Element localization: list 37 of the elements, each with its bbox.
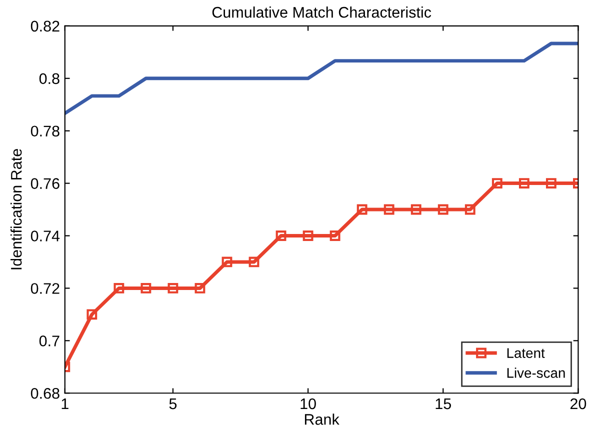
- point: [384, 204, 394, 215]
- point: [302, 230, 314, 241]
- legend-label: Live-scan: [507, 368, 565, 378]
- point: [438, 204, 448, 215]
- y-tick-label: 0.74: [30, 230, 60, 242]
- y-axis-title: Identification Rate: [10, 149, 22, 270]
- point: [546, 178, 556, 189]
- line-series: [64, 42, 578, 115]
- y-tick-label: 0.68: [30, 388, 60, 399]
- chart-title: Cumulative Match Characteristic: [212, 6, 432, 18]
- point: [168, 282, 178, 294]
- point: [330, 230, 340, 241]
- y-tick-label: 0.82: [30, 20, 60, 32]
- x-tick-label: 10: [300, 398, 316, 410]
- x-tick-label: 15: [436, 398, 451, 410]
- x-axis-title: Rank: [304, 414, 340, 425]
- y-tick-label: 0.72: [30, 283, 60, 294]
- y-tick-label: 0.8: [39, 73, 60, 84]
- point: [410, 204, 422, 215]
- point: [114, 282, 124, 294]
- point: [492, 178, 502, 189]
- y-tick-label: 0.7: [39, 336, 60, 346]
- x-tick-label: 20: [570, 398, 586, 410]
- point: [518, 178, 530, 189]
- legend-label: Latent: [507, 348, 545, 358]
- point: [464, 204, 476, 215]
- x-tick-label: 1: [62, 398, 68, 410]
- x-tick-label: 5: [169, 398, 177, 410]
- point: [356, 204, 368, 215]
- point: [248, 256, 260, 268]
- point: [140, 282, 152, 294]
- point: [194, 282, 206, 294]
- point: [276, 230, 286, 241]
- point: [86, 309, 98, 320]
- point: [222, 256, 232, 268]
- y-tick-label: 0.76: [30, 178, 60, 189]
- y-tick-label: 0.78: [30, 126, 60, 137]
